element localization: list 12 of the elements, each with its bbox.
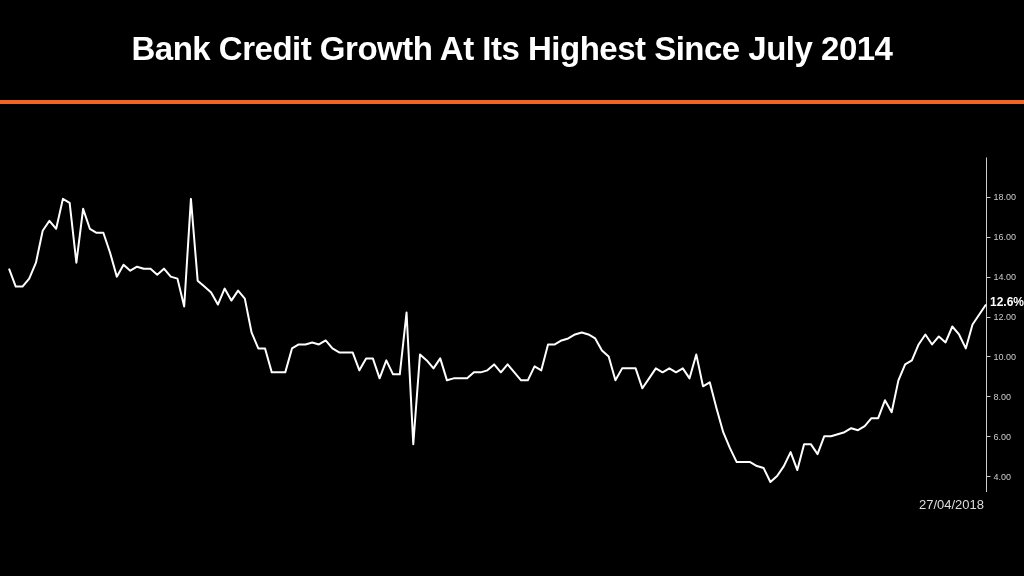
y-tick-label: 16.00 — [993, 232, 1017, 243]
y-tick-label: 10.00 — [993, 351, 1017, 362]
text: 27/04/2018 — [918, 497, 984, 512]
text: 12.6% — [990, 294, 1024, 309]
y-tick-label: 12.00 — [993, 312, 1017, 323]
chart-title: Bank Credit Growth At Its Highest Since July 2014 — [130, 30, 894, 68]
y-tick-label: 14.00 — [993, 272, 1017, 283]
y-tick-label: 6.00 — [993, 431, 1012, 442]
y-tick-label: 4.00 — [993, 471, 1012, 482]
y-tick-label: 18.00 — [993, 192, 1017, 203]
y-tick-label: 8.00 — [993, 391, 1012, 402]
line-series — [8, 197, 987, 484]
